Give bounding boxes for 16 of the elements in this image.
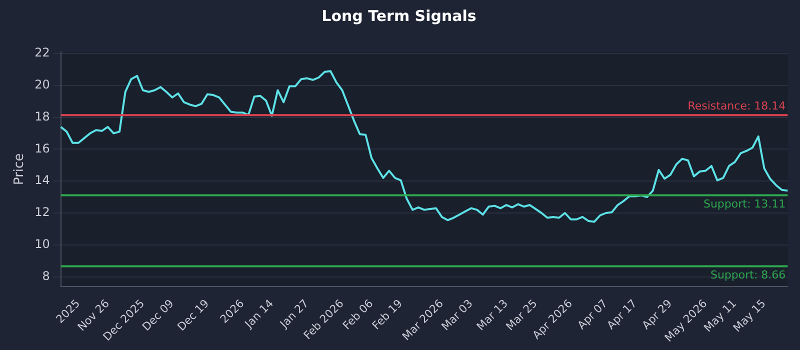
y-tick-label: 18 (34, 109, 50, 124)
y-tick-label: 20 (34, 78, 50, 92)
ref-line-label: Support: 13.11 (703, 198, 786, 211)
y-tick-label: 16 (34, 141, 50, 156)
chart-title: Long Term Signals (322, 6, 476, 25)
y-tick-label: 8 (42, 268, 50, 283)
y-tick-label: 14 (34, 173, 50, 188)
x-tick-label: Apr 17 (604, 296, 640, 332)
x-tick-label: Jan 14 (242, 296, 276, 332)
ref-line-label: Support: 8.66 (710, 268, 786, 282)
y-tick-label: 10 (34, 237, 50, 251)
y-tick-label: 22 (34, 46, 50, 60)
y-tick-label: 12 (34, 205, 50, 220)
x-tick-label: Dec 19 (174, 296, 212, 334)
y-axis-title: Price (12, 153, 28, 186)
ref-line-label: Resistance: 18.14 (688, 99, 786, 112)
